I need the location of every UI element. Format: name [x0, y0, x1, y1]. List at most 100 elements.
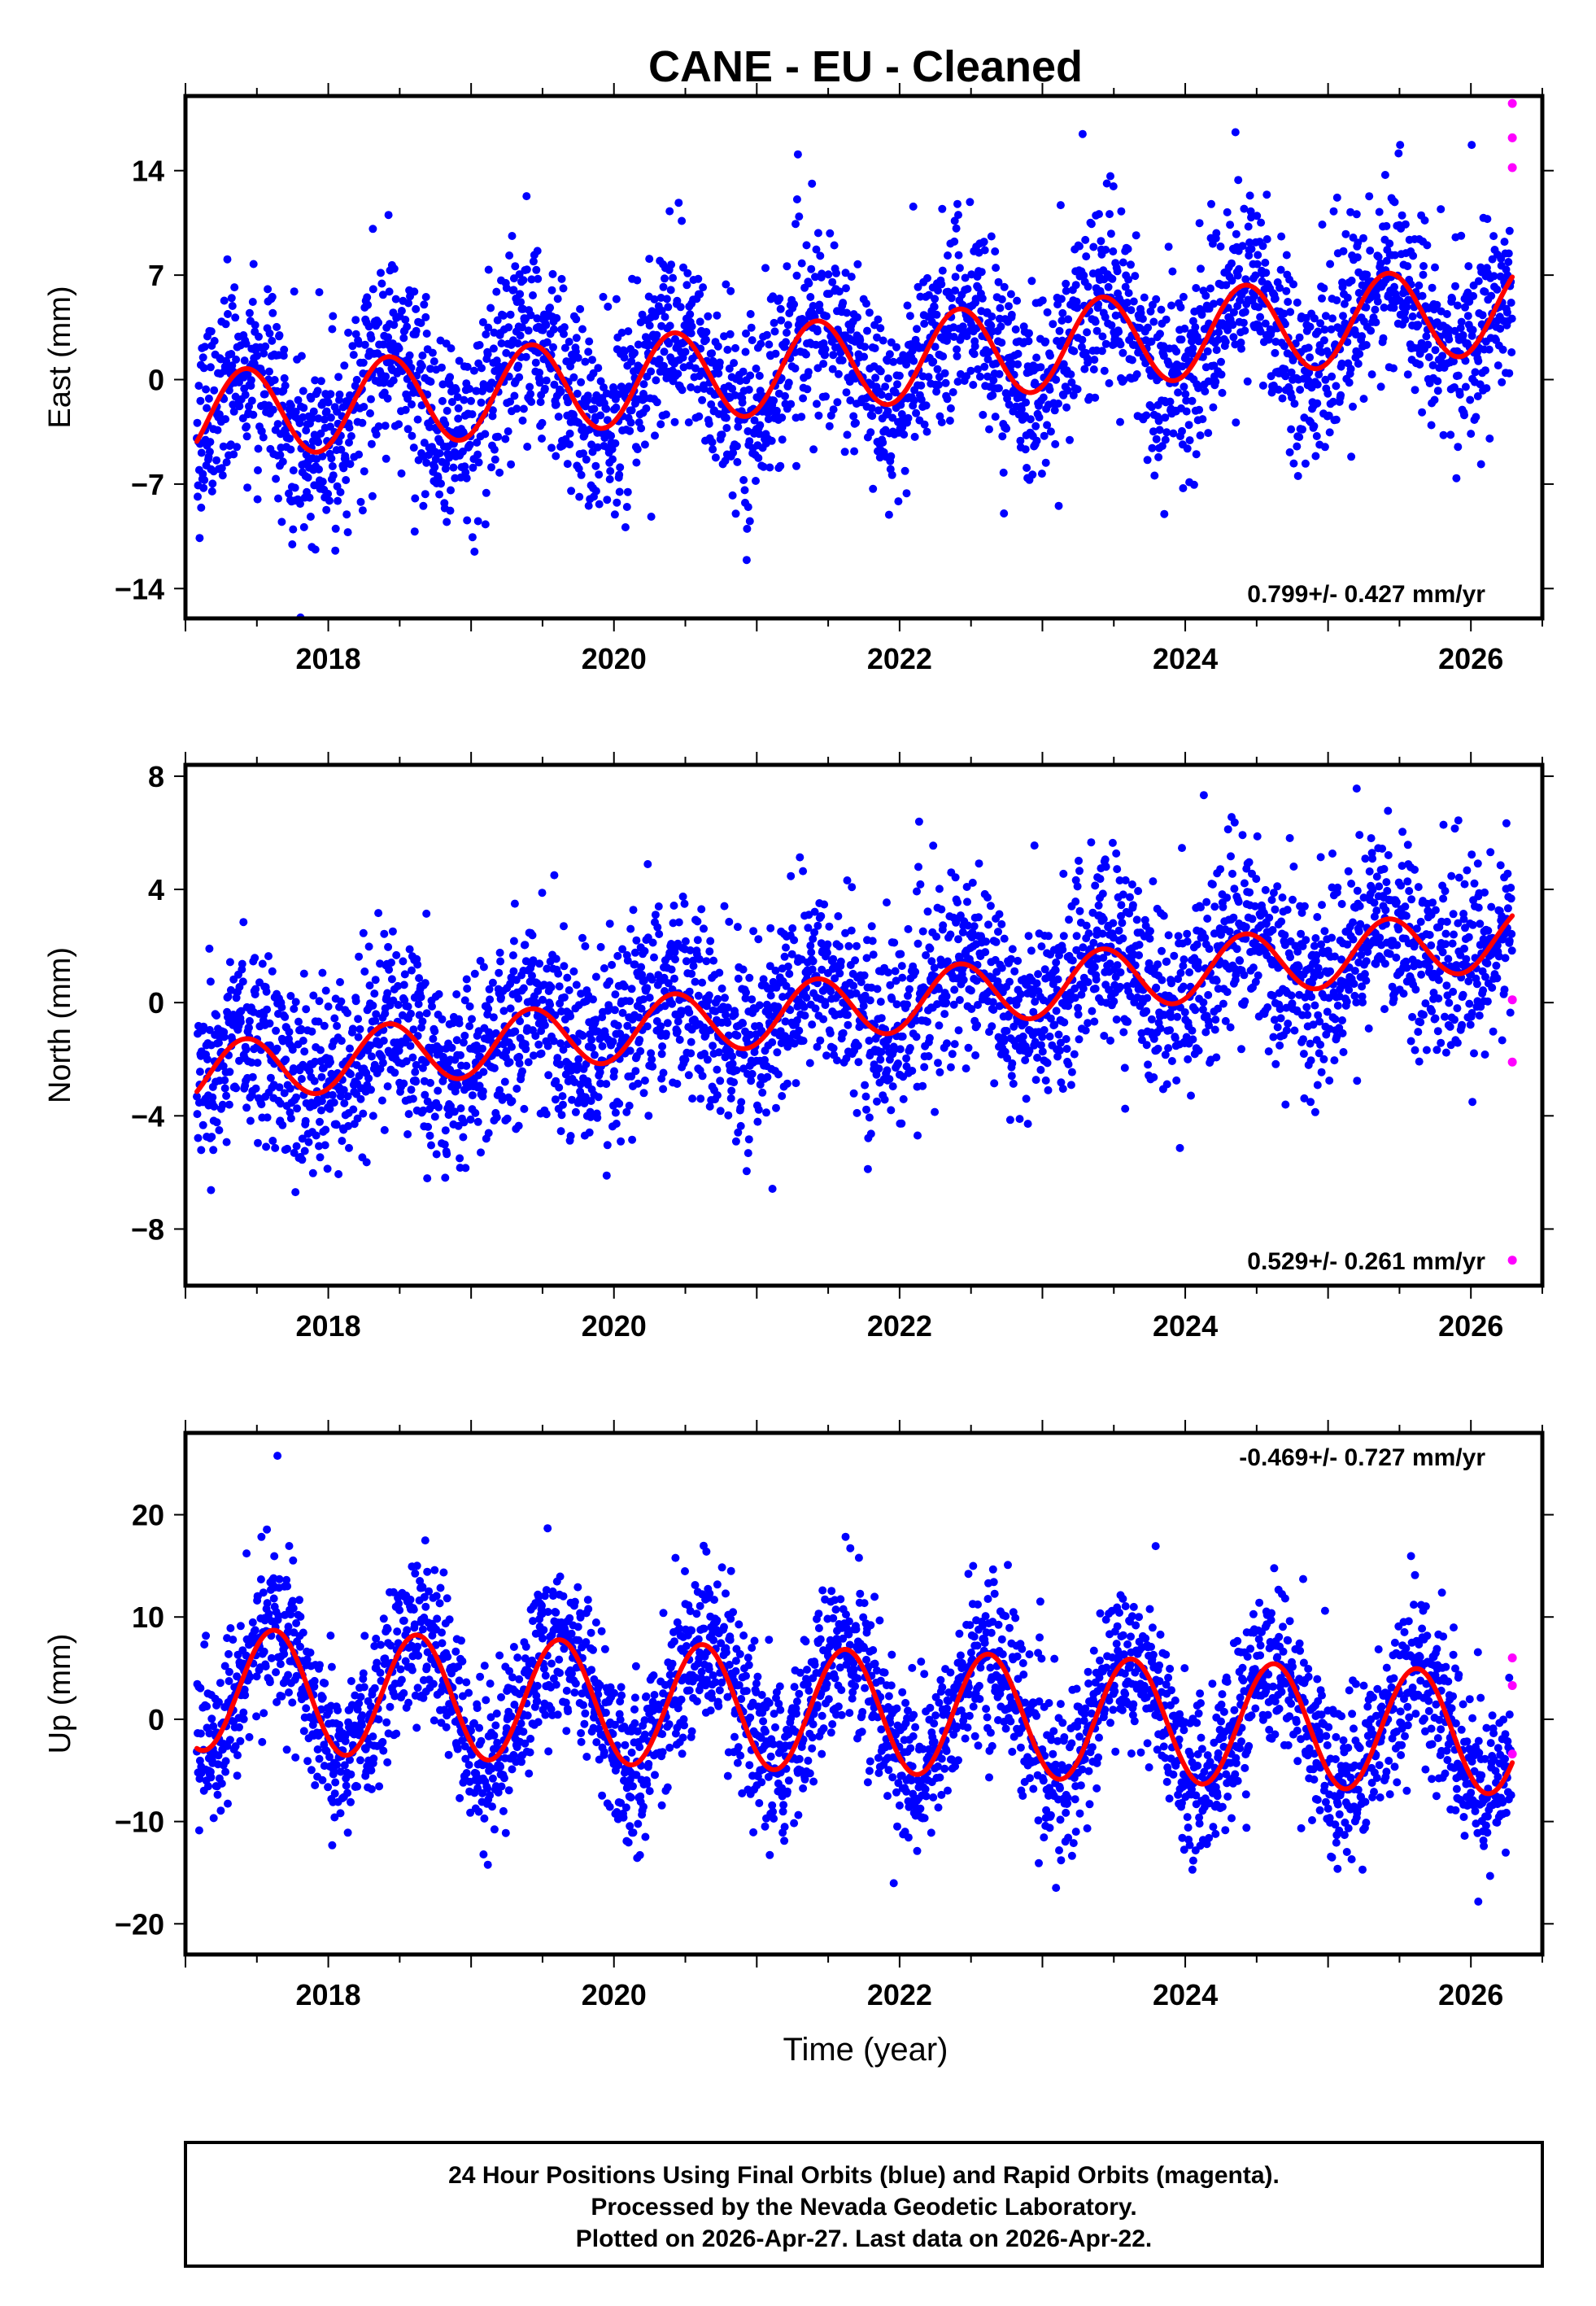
data-point: [370, 989, 379, 998]
data-point: [473, 517, 482, 526]
data-point: [734, 1128, 743, 1137]
data-point: [315, 1142, 323, 1151]
data-point: [1188, 396, 1197, 405]
data-point: [378, 290, 387, 299]
data-point: [1246, 207, 1255, 216]
data-point: [755, 1001, 764, 1010]
data-point: [411, 494, 420, 503]
data-point: [1080, 365, 1089, 373]
data-point: [364, 322, 373, 331]
data-point: [1157, 305, 1166, 314]
data-point: [1073, 385, 1082, 394]
data-point: [1192, 284, 1201, 292]
data-point: [430, 1027, 439, 1036]
data-point: [547, 443, 556, 452]
data-point: [1373, 297, 1382, 306]
data-point: [478, 1087, 487, 1096]
data-point: [1496, 325, 1505, 333]
data-point: [286, 992, 295, 1000]
data-point: [251, 954, 259, 963]
data-point: [251, 1084, 260, 1093]
data-point: [1102, 179, 1111, 188]
data-point: [914, 817, 923, 826]
data-point: [670, 417, 679, 426]
data-point: [197, 503, 206, 512]
data-point: [765, 962, 774, 971]
data-point: [630, 348, 639, 357]
data-point: [441, 1126, 450, 1135]
data-point: [452, 1036, 461, 1045]
data-point: [356, 497, 365, 506]
data-point: [1228, 321, 1237, 330]
data-point: [664, 303, 673, 312]
data-point: [643, 1022, 652, 1031]
data-point: [612, 295, 621, 304]
y-tick-label: 0: [148, 364, 164, 397]
data-point: [280, 373, 289, 382]
data-point: [563, 973, 572, 982]
data-point: [1062, 403, 1071, 412]
data-point: [582, 455, 591, 464]
data-point: [428, 348, 437, 357]
data-point: [354, 1033, 363, 1042]
data-point: [399, 1079, 408, 1088]
data-point: [587, 1112, 595, 1121]
data-point: [792, 195, 801, 203]
data-point: [560, 323, 569, 332]
data-point: [351, 330, 360, 338]
data-point: [519, 276, 528, 285]
data-point: [608, 1037, 617, 1046]
data-point: [286, 401, 295, 410]
data-point: [582, 1059, 591, 1068]
data-point: [465, 1002, 474, 1011]
data-point: [569, 373, 578, 382]
data-point: [676, 303, 685, 312]
data-point: [876, 367, 885, 376]
data-point: [1203, 347, 1212, 356]
data-point: [887, 338, 896, 347]
data-point: [374, 422, 383, 430]
data-point: [1184, 421, 1193, 430]
data-point: [657, 306, 666, 315]
data-point: [332, 1120, 341, 1129]
data-point: [946, 1063, 955, 1072]
data-point: [290, 1004, 299, 1013]
data-point: [549, 1037, 558, 1046]
data-point: [853, 313, 861, 321]
data-point: [557, 1111, 566, 1120]
data-point: [1310, 314, 1319, 323]
data-point: [565, 429, 574, 438]
data-point: [511, 262, 520, 271]
data-point: [1087, 220, 1096, 229]
data-point: [652, 376, 661, 385]
data-point: [320, 1021, 329, 1030]
data-point: [299, 387, 307, 395]
data-point: [887, 470, 896, 479]
data-point: [637, 1004, 646, 1013]
data-point: [783, 321, 792, 330]
data-point: [448, 1019, 457, 1028]
data-point: [198, 469, 207, 478]
data-point: [643, 860, 652, 868]
data-point: [553, 1054, 562, 1063]
data-point: [560, 343, 569, 352]
data-point: [722, 424, 731, 432]
data-point: [1314, 327, 1323, 336]
data-point: [268, 308, 277, 317]
data-point: [359, 358, 368, 367]
data-point: [799, 1037, 808, 1046]
data-point: [506, 980, 515, 989]
data-point: [423, 1174, 432, 1183]
data-point: [997, 338, 1006, 347]
data-point: [792, 461, 800, 470]
data-point: [728, 1052, 737, 1061]
data-point: [1376, 259, 1385, 268]
data-point: [767, 436, 776, 445]
data-point: [734, 974, 743, 983]
data-point: [821, 345, 830, 354]
data-point: [382, 372, 390, 381]
data-point: [735, 377, 744, 386]
data-point: [932, 310, 941, 319]
data-point: [675, 1035, 684, 1044]
data-point: [791, 220, 800, 229]
